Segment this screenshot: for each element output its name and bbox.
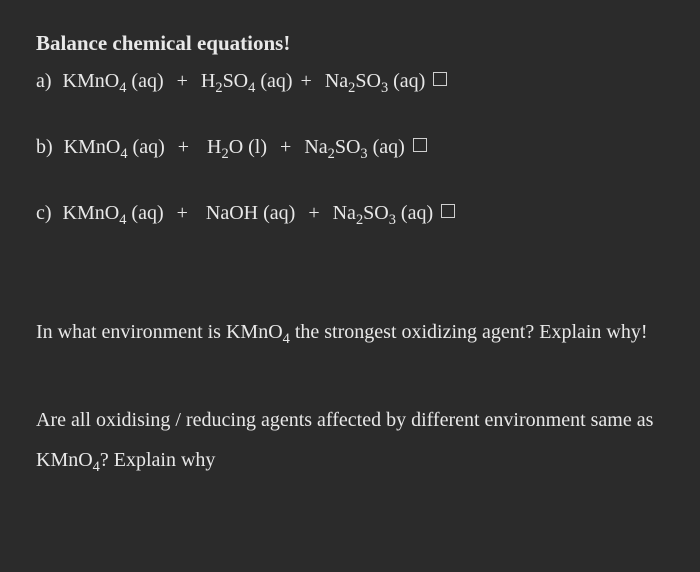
term: NaOH (aq) [201, 198, 295, 228]
checkbox-icon [441, 204, 455, 218]
plus-sign: + [172, 66, 193, 96]
question-2: Are all oxidising / reducing agents affe… [36, 400, 664, 480]
question-1: In what environment is KMnO4 the stronge… [36, 312, 664, 352]
checkbox-icon [433, 72, 447, 86]
plus-sign: + [275, 132, 296, 162]
equation-b: b) KMnO4 (aq) + H2O (l) + Na2SO3 (aq) [36, 132, 664, 162]
term: KMnO4 (aq) [64, 132, 165, 162]
equation-a: a) KMnO4 (aq) + H2SO4 (aq) + Na2SO3 (aq) [36, 66, 664, 96]
plus-sign: + [303, 198, 324, 228]
term: KMnO4 (aq) [63, 198, 164, 228]
term: H2SO4 (aq) [201, 66, 293, 96]
equation-c: c) KMnO4 (aq) + NaOH (aq) + Na2SO3 (aq) [36, 198, 664, 228]
equation-label: b) [36, 132, 53, 162]
term: Na2SO3 (aq) [333, 198, 434, 228]
term: KMnO4 (aq) [63, 66, 164, 96]
term: Na2SO3 (aq) [325, 66, 426, 96]
equation-label: a) [36, 66, 52, 96]
page-heading: Balance chemical equations! [36, 28, 664, 60]
plus-sign: + [301, 66, 317, 96]
plus-sign: + [172, 198, 193, 228]
term: H2O (l) [202, 132, 267, 162]
equation-label: c) [36, 198, 52, 228]
term: Na2SO3 (aq) [304, 132, 405, 162]
plus-sign: + [173, 132, 194, 162]
checkbox-icon [413, 138, 427, 152]
